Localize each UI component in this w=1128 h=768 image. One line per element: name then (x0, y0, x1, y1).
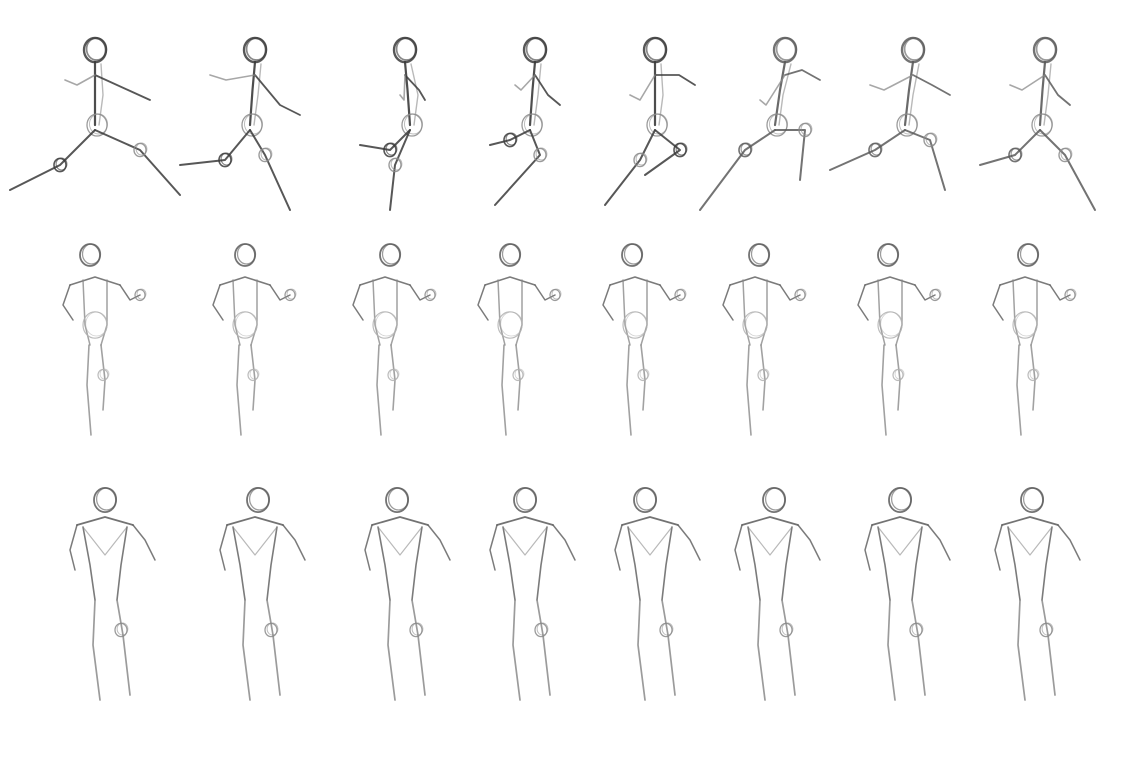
figure-front-2 (212, 243, 297, 436)
figure-back-3 (364, 486, 451, 701)
figure-back-7 (864, 486, 951, 701)
figure-back-4 (489, 486, 576, 701)
figure-back-8 (994, 486, 1081, 701)
figure-front-6 (722, 243, 807, 436)
figure-side-3 (359, 36, 426, 211)
figure-back-1 (69, 486, 156, 701)
figure-front-1 (62, 243, 147, 436)
figure-side-8 (979, 36, 1096, 211)
figure-front-3 (352, 243, 437, 436)
figure-back-6 (734, 486, 821, 701)
figure-side-1 (9, 36, 181, 196)
figure-side-5 (604, 36, 696, 206)
figure-side-6 (699, 36, 821, 211)
figure-front-8 (992, 243, 1077, 436)
figure-side-2 (179, 36, 301, 211)
figure-back-2 (219, 486, 306, 701)
figure-front-7 (857, 243, 942, 436)
figure-side-7 (829, 36, 951, 191)
figure-front-5 (602, 243, 687, 436)
figure-front-4 (477, 243, 562, 436)
figure-back-5 (614, 486, 701, 701)
figure-side-4 (489, 36, 561, 206)
figures-layer (9, 36, 1096, 701)
